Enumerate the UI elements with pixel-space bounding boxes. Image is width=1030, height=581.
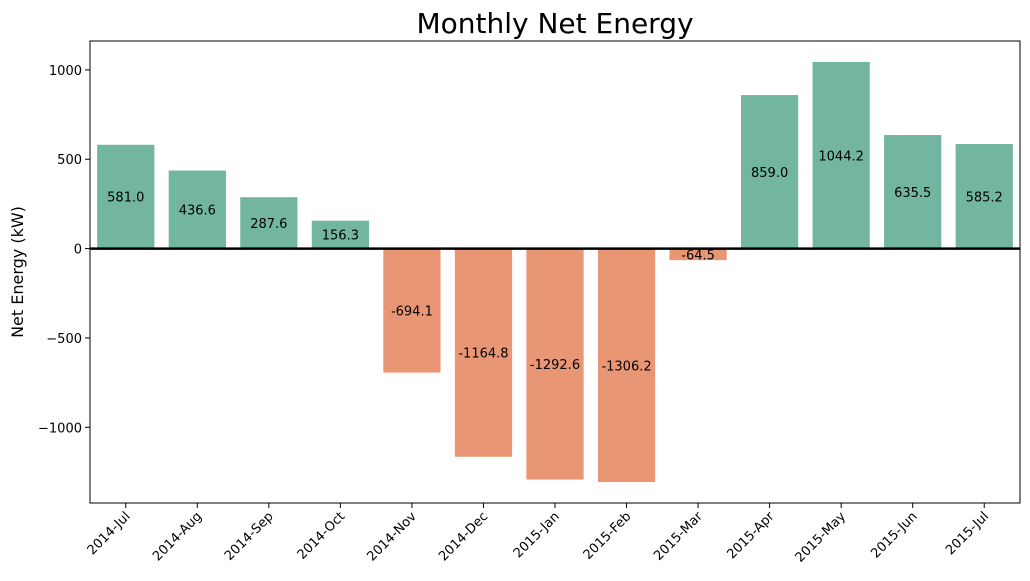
y-tick-label: −1000 <box>38 421 82 436</box>
x-tick-label: 2014-Dec <box>436 509 491 564</box>
x-tick-label: 2014-Aug <box>150 509 205 564</box>
data-label-2014-Jul: 581.0 <box>107 191 144 206</box>
bar-2015-May <box>812 61 870 249</box>
data-label-2014-Dec: -1164.8 <box>458 347 508 362</box>
x-tick-label: 2015-Jul <box>943 509 992 558</box>
bars-layer <box>97 61 1013 483</box>
bar-2014-Aug <box>168 170 226 249</box>
y-axis-label: Net Energy (kW) <box>8 206 27 338</box>
data-label-2014-Oct: 156.3 <box>322 229 359 244</box>
bar-2015-Jun <box>884 135 942 249</box>
data-label-2014-Nov: -694.1 <box>391 305 433 320</box>
data-label-2015-May: 1044.2 <box>818 149 864 164</box>
x-tick-label: 2015-Jan <box>511 509 563 561</box>
bar-2015-Jan <box>526 248 584 480</box>
x-tick-label: 2014-Sep <box>222 509 277 564</box>
data-label-2015-Mar: -64.5 <box>681 248 715 263</box>
x-tick-label: 2014-Jul <box>85 509 134 558</box>
bar-2014-Sep <box>240 197 298 249</box>
data-labels-layer: 581.0 436.6 287.6 156.3 -694.1 -1164.8 -1292.6… <box>107 149 1003 374</box>
data-label-2015-Feb: -1306.2 <box>601 359 651 374</box>
x-tick-label: 2014-Nov <box>364 509 419 564</box>
x-tick-label: 2014-Oct <box>295 509 348 562</box>
chart-title: Monthly Net Energy <box>416 7 693 40</box>
bar-2014-Oct <box>311 220 369 249</box>
bar-2015-Apr <box>741 95 799 249</box>
bar-2015-Jul <box>955 144 1013 249</box>
x-tick-label: 2015-May <box>793 509 850 566</box>
bar-2015-Mar <box>669 248 727 261</box>
plot-frame <box>89 40 1021 504</box>
y-tick-label: 500 <box>57 153 82 168</box>
bar-2014-Jul <box>97 144 155 249</box>
x-tick-label: 2015-Jun <box>868 509 920 561</box>
data-label-2015-Jan: -1292.6 <box>530 358 580 373</box>
x-axis: 2014-Jul 2014-Aug 2014-Sep 2014-Oct 2014-Nov… <box>85 503 992 566</box>
y-tick-label: 0 <box>74 243 82 258</box>
data-label-2015-Jul: 585.2 <box>966 190 1003 205</box>
bar-2014-Nov <box>383 248 441 373</box>
data-label-2015-Jun: 635.5 <box>894 186 931 201</box>
y-tick-label: 1000 <box>49 64 82 79</box>
data-label-2015-Apr: 859.0 <box>751 166 788 181</box>
y-tick-label: −500 <box>46 332 82 347</box>
bar-2014-Dec <box>454 248 513 457</box>
x-tick-label: 2015-Apr <box>724 509 777 562</box>
bar-2015-Feb <box>597 248 656 483</box>
x-tick-label: 2015-Feb <box>581 509 635 563</box>
y-axis: −1000 −500 0 500 1000 <box>38 64 90 436</box>
data-label-2014-Sep: 287.6 <box>250 217 287 232</box>
x-tick-label: 2015-Mar <box>651 509 706 564</box>
data-label-2014-Aug: 436.6 <box>179 204 216 219</box>
